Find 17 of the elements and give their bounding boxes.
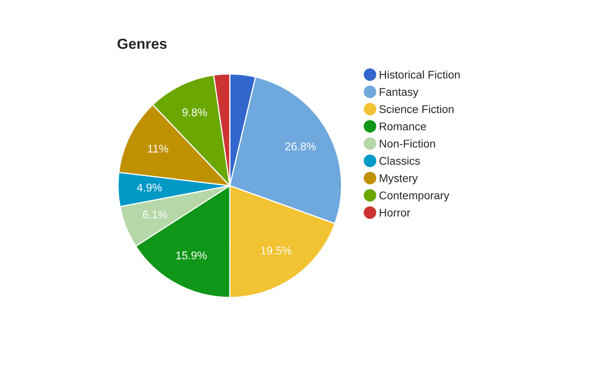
chart-title: Genres [118, 38, 167, 49]
legend-label: Romance [380, 122, 426, 130]
legend-label: Fantasy [380, 88, 418, 98]
data-label: 9.8% [182, 108, 207, 116]
legend-label: Contemporary [379, 191, 450, 202]
data-label: 19.5% [261, 246, 292, 255]
legend-label: Non-Fiction [380, 139, 435, 148]
legend-label: Mystery [380, 174, 418, 184]
data-label: 26.8% [285, 142, 316, 150]
legend-label: Horror [380, 208, 410, 217]
legend-label: Classics [379, 156, 420, 165]
data-label: 11% [148, 144, 168, 153]
data-label: 15.9% [176, 251, 207, 260]
legend-label: Science Fiction [379, 104, 454, 114]
data-label: 4.9% [136, 184, 162, 192]
legend-label: Historical Fiction [380, 70, 460, 79]
data-label: 6.1% [142, 210, 168, 219]
